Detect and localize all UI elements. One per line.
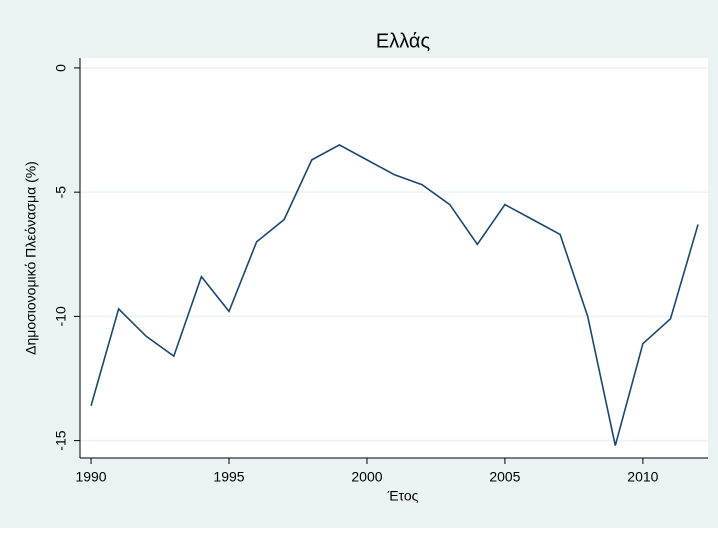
y-tick-label: 0 <box>53 64 69 72</box>
chart-title: Ελλάς <box>376 30 431 52</box>
x-tick-label: 2005 <box>489 469 520 485</box>
x-tick-label: 2000 <box>351 469 382 485</box>
x-tick-label: 1990 <box>75 469 106 485</box>
x-tick-label: 1995 <box>213 469 244 485</box>
data-line <box>90 144 699 446</box>
y-tick-label: -15 <box>53 430 69 450</box>
plot-area <box>80 58 708 458</box>
y-tick-label: -5 <box>53 186 69 199</box>
x-tick-label: 2010 <box>627 469 658 485</box>
x-axis-label: Έτος <box>387 488 419 504</box>
y-tick-label: -10 <box>53 306 69 326</box>
y-axis-label: Δημοσιονομικό Πλεόνασμα (%) <box>23 161 39 355</box>
